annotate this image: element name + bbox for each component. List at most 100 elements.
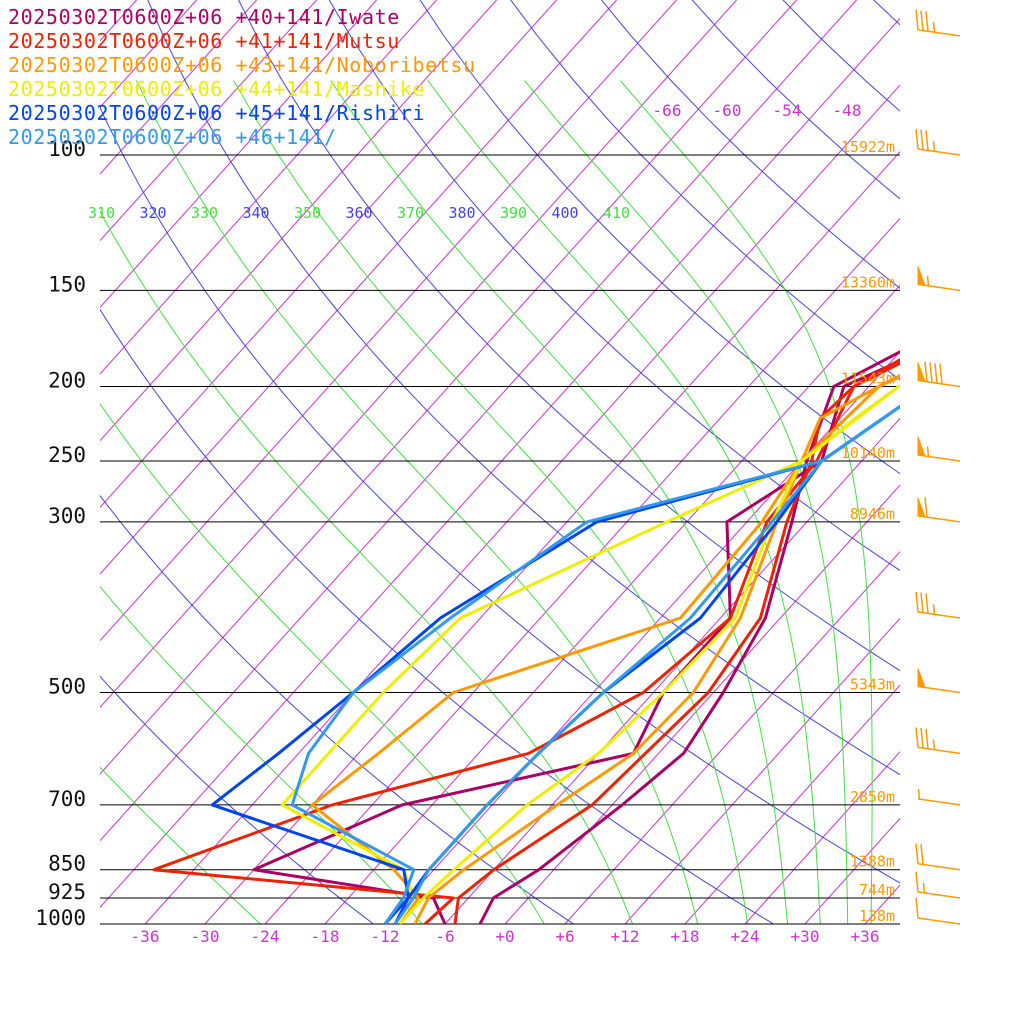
height-label: 2850m [850,788,895,806]
isobar-lines [100,154,900,925]
dewpoint-line [310,373,900,924]
temperature-line [393,404,900,924]
legend-entry: 20250302T0600Z+06 +43+141/Noboribetsu [8,53,476,77]
pressure-label: 1000 [35,906,86,930]
isotherm-line [144,84,900,924]
moist-adiabat-line [100,402,545,924]
theta-label: 320 [140,204,167,222]
theta-label: 310 [88,204,115,222]
theta-label: 370 [397,204,424,222]
legend-entry: 20250302T0600Z+06 +45+141/Rishiri [8,101,425,125]
moist-adiabat-line [330,80,789,924]
wind-barb [915,843,961,871]
isotherm-line [100,0,677,642]
legend-entry: 20250302T0600Z+06 +46+141/ [8,125,337,149]
isotherm-line [264,217,900,924]
isotherm-line [100,0,257,175]
theta-label: 360 [346,204,373,222]
chart-legend: 20250302T0600Z+06 +40+141/Iwate 20250302T… [8,5,476,149]
isotherm-line [100,0,557,509]
moist-adiabat-line [100,766,262,924]
legend-entry: 20250302T0600Z+06 +40+141/Iwate [8,5,400,29]
axis-labels: 1000 138m 925 744m 850 1388m 700 2850m 500 5343m 3… [35,101,895,946]
wind-barb [917,436,961,462]
isotherm-line [100,0,497,442]
x-tick-label: +30 [791,927,820,946]
dewpoint-line [290,404,900,924]
dry-adiabat-line [100,675,375,924]
isotherm-line [100,0,377,309]
x-tick-label: -24 [251,927,280,946]
isotherm-line [100,17,900,909]
isotherm-line [100,0,437,375]
wind-barbs [915,9,961,925]
isotherm-line [204,151,900,924]
wind-barb [917,789,961,806]
height-label: 15922m [841,138,895,156]
x-tick-label: -18 [311,927,340,946]
height-label: 138m [859,907,895,925]
x-tick-label: -6 [435,927,454,946]
moist-adiabat-line [524,80,849,924]
temperature-line [398,384,900,924]
isotherm-line [100,0,317,242]
pressure-label: 150 [48,272,86,296]
wind-barb [915,871,961,899]
moist-adiabat-line [427,80,821,924]
dry-adiabat-line [237,0,900,672]
x-tick-label: +24 [731,927,760,946]
isotherm-line [744,751,900,924]
pressure-label: 250 [48,443,86,467]
theta-label: 410 [603,204,630,222]
moist-adiabat-line [100,585,423,924]
wind-barb [915,727,961,755]
sounding-series [152,350,900,924]
isotherm-label: -60 [713,101,742,120]
isotherm-line [444,417,900,924]
dry-adiabat-line [947,0,1024,940]
isotherm-line [100,0,797,775]
moist-adiabat-line [233,80,749,924]
dewpoint-line [152,361,900,924]
isotherm-line [624,617,900,924]
pressure-label: 100 [48,137,86,161]
x-tick-label: -12 [371,927,400,946]
height-label: 10140m [841,444,895,462]
pressure-label: 700 [48,787,86,811]
isotherm-line [564,551,900,924]
dry-adiabat-line [100,494,575,924]
wind-barb [915,9,961,37]
temperature-line [453,358,900,924]
dewpoint-line [210,404,900,924]
temperature-line [383,404,900,924]
isotherm-line [324,284,900,924]
moist-adiabat-lines [100,80,873,924]
isotherm-line [985,0,1024,924]
pressure-label: 200 [48,368,86,392]
isotherm-label: -66 [653,101,682,120]
height-label: 8946m [850,505,895,523]
temperature-line [478,350,900,924]
isotherm-line [100,0,737,709]
wind-barb [917,497,961,523]
x-tick-label: +0 [495,927,514,946]
isotherm-line [504,484,900,924]
theta-label: 340 [243,204,270,222]
theta-label: 390 [500,204,527,222]
isotherm-line [384,351,900,924]
pressure-label: 300 [48,504,86,528]
moist-adiabat-line [619,80,873,924]
theta-label: 380 [449,204,476,222]
isotherm-line [925,0,1024,924]
x-tick-label: -36 [131,927,160,946]
isotherm-line [100,0,857,842]
x-tick-label: +6 [555,927,574,946]
dry-adiabat-line [328,0,900,572]
wind-barb [917,266,961,292]
isotherm-line [100,0,617,575]
wind-barb [915,128,961,156]
pressure-label: 850 [48,852,86,876]
dry-adiabat-line [419,0,900,475]
dry-adiabat-line [100,308,775,924]
x-tick-label: +18 [671,927,700,946]
